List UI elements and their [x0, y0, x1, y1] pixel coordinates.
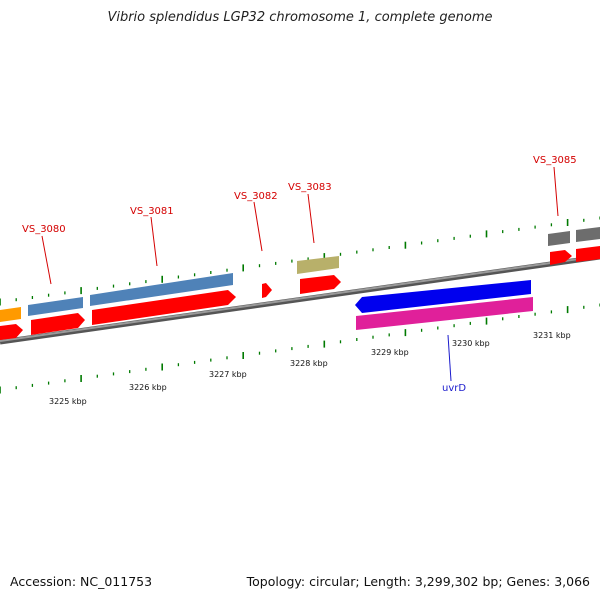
gene-labels: VS_3080 VS_3081 VS_3082 VS_3083 VS_3085 …: [22, 155, 577, 394]
gene-feature-vs3083[interactable]: [297, 256, 339, 274]
scale-label-3228: 3228 kbp: [290, 359, 328, 368]
scale-label-3227: 3227 kbp: [209, 370, 247, 379]
cds-arrow-left[interactable]: [0, 324, 23, 340]
label-leader-lines: [41, 166, 559, 382]
gene-feature-vs3085[interactable]: [548, 231, 570, 246]
gene-feature-gray-right[interactable]: [576, 227, 600, 242]
gene-feature-orange[interactable]: [0, 307, 21, 322]
gene-label-vs3082[interactable]: VS_3082: [234, 191, 278, 202]
gene-track-upper: [0, 227, 600, 322]
gene-feature-vs3081[interactable]: [90, 273, 233, 306]
cds-arrow-right[interactable]: [576, 246, 600, 262]
cds-arrow-vs3080[interactable]: [31, 313, 85, 335]
scale-label-3225: 3225 kbp: [49, 397, 87, 406]
cds-arrow-vs3082[interactable]: [262, 283, 272, 298]
gene-label-vs3080[interactable]: VS_3080: [22, 224, 66, 235]
scale-label-3230: 3230 kbp: [452, 339, 490, 348]
genome-summary-label: Topology: circular; Length: 3,299,302 bp…: [246, 574, 590, 589]
genome-backbone: [0, 254, 600, 345]
scale-label-3229: 3229 kbp: [371, 348, 409, 357]
scale-labels: 3225 kbp 3226 kbp 3227 kbp 3228 kbp 3229…: [49, 331, 571, 406]
uvrD-cds-bar[interactable]: [356, 297, 533, 330]
uvrD-gene-arrow[interactable]: [355, 280, 531, 313]
gene-label-vs3085[interactable]: VS_3085: [533, 155, 577, 166]
scale-label-3226: 3226 kbp: [129, 383, 167, 392]
gene-label-uvrD[interactable]: uvrD: [442, 383, 466, 394]
upper-tick-row: [0, 216, 600, 306]
cds-arrow-vs3081[interactable]: [92, 290, 236, 325]
lower-tick-row: [0, 303, 600, 394]
gene-label-vs3083[interactable]: VS_3083: [288, 182, 332, 193]
cds-track-forward: [0, 246, 600, 340]
scale-label-3231: 3231 kbp: [533, 331, 571, 340]
uvrD-features: [355, 280, 533, 330]
accession-label: Accession: NC_011753: [10, 574, 153, 589]
gene-feature-vs3080[interactable]: [28, 297, 83, 316]
cds-arrow-vs3085[interactable]: [550, 250, 572, 265]
cds-arrow-vs3083[interactable]: [300, 275, 341, 294]
gene-label-vs3081[interactable]: VS_3081: [130, 206, 174, 217]
map-title: Vibrio splendidus LGP32 chromosome 1, co…: [107, 10, 493, 25]
